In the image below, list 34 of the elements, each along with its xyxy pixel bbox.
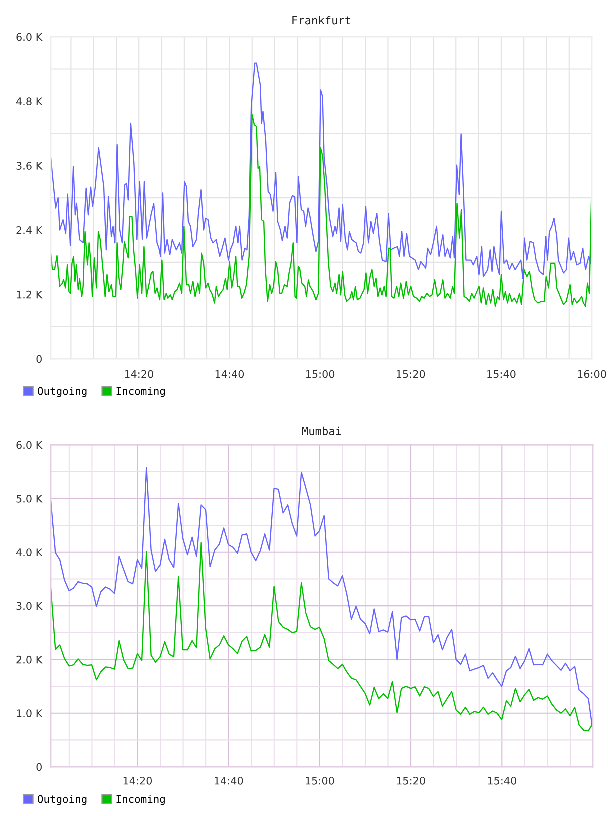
x-tick-label: 15:40: [488, 370, 516, 378]
legend-label: Outgoing: [38, 387, 87, 398]
x-tick-label: 15:20: [397, 776, 426, 785]
x-tick-label: 15:00: [306, 776, 334, 785]
x-tick-label: 14:20: [125, 370, 154, 378]
chart-title: Frankfurt: [292, 16, 351, 25]
y-tick-label: 4.8 K: [16, 98, 43, 106]
x-tick-label: 15:20: [396, 370, 426, 378]
y-tick-label: 1.0 K: [17, 710, 43, 718]
y-tick-label: 2.0 K: [16, 656, 43, 664]
line-series: [51, 62, 592, 280]
y-tick-label: 1.2 K: [17, 290, 43, 299]
chart-title: Mumbai: [302, 426, 342, 436]
x-tick-label: 14:40: [216, 370, 244, 378]
x-tick-label: 15:00: [306, 370, 335, 378]
line-series: [51, 542, 593, 732]
x-tick-label: 14:20: [124, 776, 152, 785]
y-tick-label: 4.0 K: [16, 548, 43, 556]
y-tick-label: 0: [36, 763, 42, 772]
x-tick-label: 16:00: [578, 370, 606, 378]
x-tick-label: 14:40: [214, 776, 244, 785]
legend-label: Incoming: [116, 387, 165, 398]
legend-label: Outgoing: [38, 795, 87, 806]
line-series: [51, 466, 593, 732]
legend-label: Incoming: [116, 795, 165, 806]
y-tick-label: 2.4 K: [16, 226, 43, 234]
x-tick-label: 15:40: [488, 776, 516, 785]
y-tick-label: 0: [36, 355, 42, 364]
y-tick-label: 6.0 K: [16, 441, 43, 450]
y-tick-label: 5.0 K: [16, 494, 43, 503]
line-series: [51, 114, 592, 308]
y-tick-label: 3.6 K: [16, 162, 43, 170]
y-tick-label: 6.0 K: [16, 33, 43, 42]
y-tick-label: 3.0 K: [16, 602, 43, 610]
